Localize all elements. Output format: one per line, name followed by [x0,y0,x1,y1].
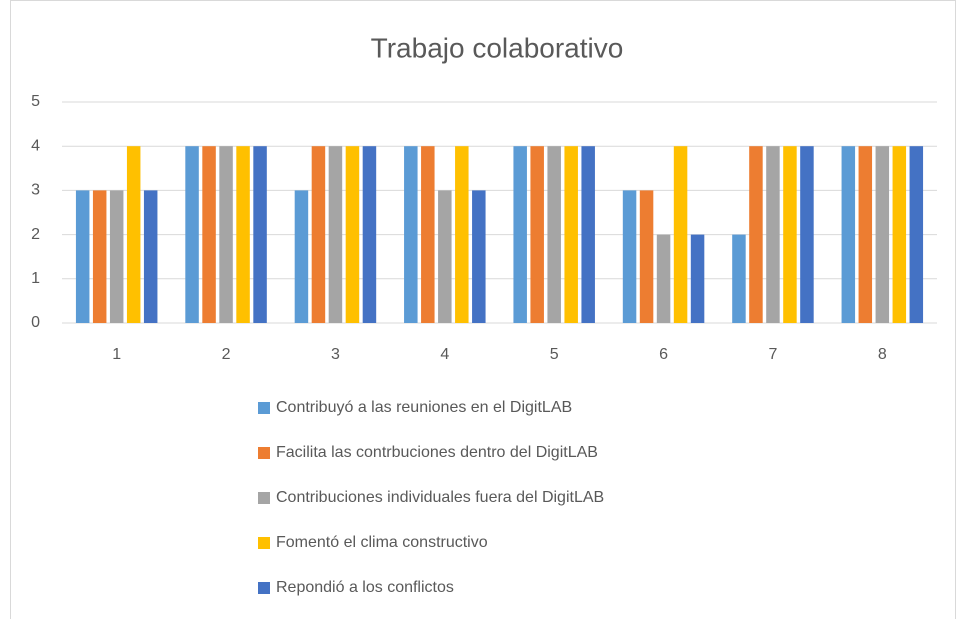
bar [732,234,746,323]
y-tick-label: 2 [31,226,40,243]
bar [892,146,907,323]
x-tick-label: 8 [878,346,887,363]
legend-swatch [258,492,270,504]
bar [345,146,360,323]
bar [75,190,90,323]
bar [294,190,309,323]
x-tick-label: 3 [331,346,340,363]
bar [92,190,107,323]
legend-label: Fomentó el clima constructivo [276,534,488,551]
bar [749,146,763,323]
x-tick-label: 1 [112,346,121,363]
bar [438,190,452,323]
x-tick-label: 6 [659,346,668,363]
y-tick-label: 0 [31,314,40,331]
bar [126,146,141,323]
y-tick-label: 1 [31,270,40,287]
bar [547,146,561,323]
bar [219,146,233,323]
legend-swatch [258,537,270,549]
y-tick-label: 5 [31,93,40,110]
legend-label: Contribuciones individuales fuera del Di… [276,489,604,506]
bar [909,146,924,323]
bar [202,146,216,323]
bar [800,146,814,323]
bar [622,190,637,323]
bar [858,146,873,323]
bar [639,190,654,323]
bar [766,146,780,323]
legend-label: Repondió a los conflictos [276,579,454,596]
legend-swatch [258,582,270,594]
bar [185,146,199,323]
legend-label: Facilita las contrbuciones dentro del Di… [276,444,598,461]
bar [841,146,856,323]
bar [564,146,578,323]
bar [513,146,527,323]
bar [328,146,343,323]
bar [143,190,158,323]
x-tick-label: 5 [550,346,559,363]
x-tick-label: 7 [768,346,777,363]
bar [875,146,890,323]
bar [783,146,797,323]
chart-title: Trabajo colaborativo [371,32,624,63]
bar [253,146,267,323]
bar [581,146,595,323]
bar [109,190,124,323]
bar [673,146,688,323]
legend-label: Contribuyó a las reuniones en el DigitLA… [276,399,572,416]
bar [404,146,418,323]
bar [455,146,469,323]
bar [530,146,544,323]
x-tick-label: 4 [440,346,449,363]
legend-swatch [258,402,270,414]
bar [656,234,671,323]
bar [311,146,326,323]
y-tick-label: 3 [31,182,40,199]
legend-swatch [258,447,270,459]
y-tick-label: 4 [31,137,40,154]
bar [362,146,377,323]
x-tick-label: 2 [222,346,231,363]
bar [472,190,486,323]
bar [236,146,250,323]
bar [421,146,435,323]
bar [690,234,705,323]
